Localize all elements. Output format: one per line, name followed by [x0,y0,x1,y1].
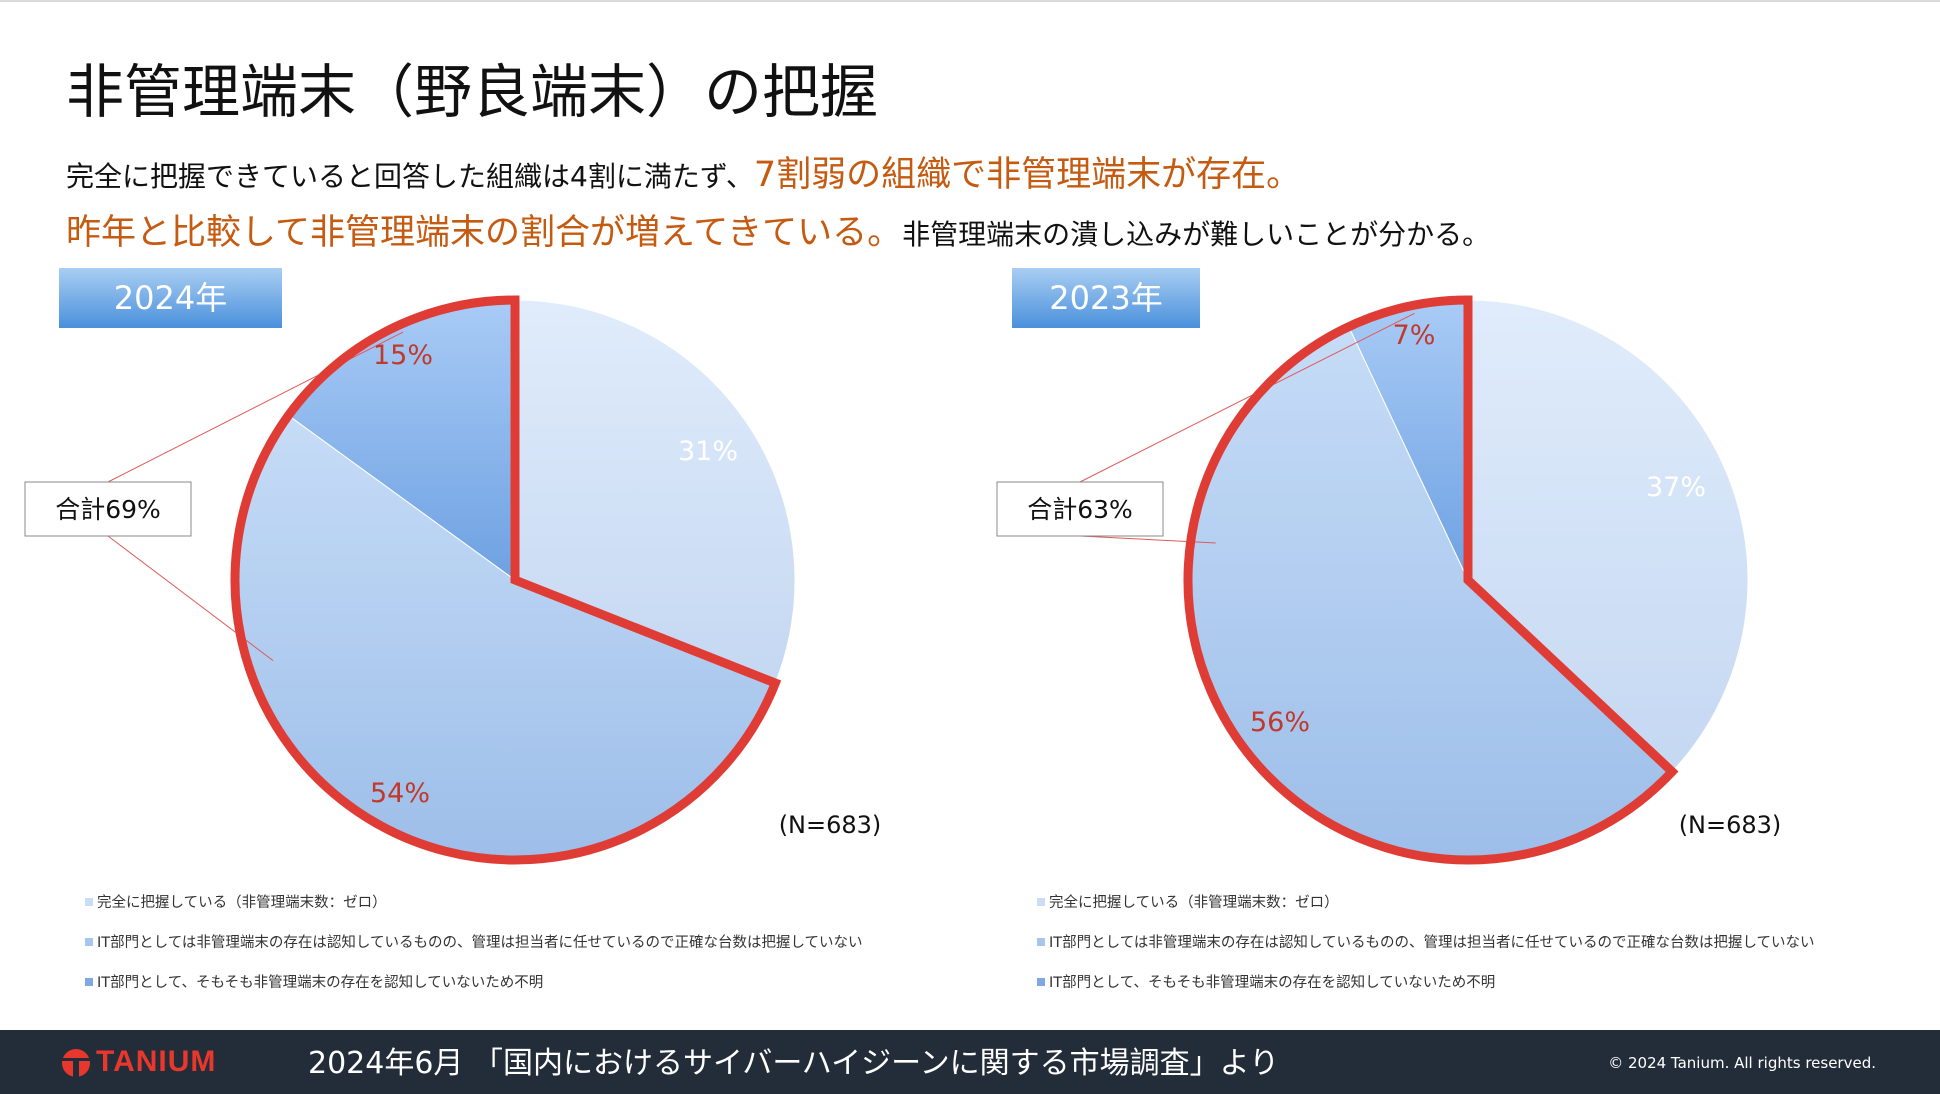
legend-label: 完全に把握している（非管理端末数：ゼロ） [97,893,387,911]
year-badge-2024: 2024年 [59,268,282,328]
legend-label: IT部門としては非管理端末の存在は認知しているものの、管理は担当者に任せているの… [97,934,863,951]
legend-swatch [1037,978,1045,986]
tanium-logo-text: TANIUM [96,1045,217,1078]
tanium-logo-icon [60,1049,92,1077]
top-divider [0,0,1940,2]
legend-swatch [85,898,93,906]
total-callout-box [24,481,192,537]
total-callout-box [996,481,1164,537]
slice-value-label: 7% [1393,320,1436,351]
pie-slice [514,299,796,684]
total-callout-label: 合計69% [55,495,161,524]
total-callout-label: 合計63% [1027,495,1133,524]
subtitle-normal-text: 完全に把握できていると回答した組織は4割に満たず、 [66,160,754,193]
subtitle-highlight-text: 昨年と比較して非管理端末の割合が増えてきている。 [66,213,903,253]
legend-swatch [1037,898,1045,906]
year-badge-2023: 2023年 [1012,268,1200,328]
legend-label: IT部門としては非管理端末の存在は認知しているものの、管理は担当者に任せているの… [1049,934,1815,951]
highlight-outline [1183,295,1679,865]
subtitle-line-1: 完全に把握できていると回答した組織は4割に満たず、7割弱の組織で非管理端末が存在… [66,146,1301,197]
slice-value-label: 15% [373,340,433,371]
legend-swatch [85,978,93,986]
footer-bar: TANIUM 2024年6月 「国内におけるサイバーハイジーンに関する市場調査」… [0,1030,1940,1094]
slice-value-label: 54% [370,778,430,809]
sample-size-label: (N=683) [779,811,882,839]
legend-label: IT部門として、そもそも非管理端末の存在を認知していないため不明 [97,974,543,991]
page-title: 非管理端末（野良端末）の把握 [66,58,879,126]
legend-label: 完全に把握している（非管理端末数：ゼロ） [1049,893,1339,911]
subtitle-line-2: 昨年と比較して非管理端末の割合が増えてきている。非管理端末の潰し込みが難しいこと… [66,204,1490,255]
source-note: 2024年6月 「国内におけるサイバーハイジーンに関する市場調査」より [308,1046,1280,1081]
pie-chart-2023: 37% 56% 7% 合計63% (N=683) 完全に把握している（非管理端末数：ゼロ）… [996,295,1815,991]
slice-value-label: 37% [1646,472,1706,503]
subtitle-normal-text: 非管理端末の潰し込みが難しいことが分かる。 [902,218,1491,251]
legend-swatch [85,938,93,946]
slice-value-label: 56% [1250,707,1310,738]
pie-slice [1467,299,1749,773]
callout-line [1079,312,1415,483]
slice-value-label: 31% [678,436,738,467]
legend-swatch [1037,938,1045,946]
highlight-outline [230,295,782,865]
callout-line [107,331,404,483]
sample-size-label: (N=683) [1679,811,1782,839]
subtitle-highlight-text: 7割弱の組織で非管理端末が存在。 [753,155,1302,195]
legend-label: IT部門として、そもそも非管理端末の存在を認知していないため不明 [1049,974,1495,991]
pie-chart-2024: 31% 54% 15% 合計69% (N=683) 完全に把握している（非管理端末数：ゼロ… [24,295,882,991]
copyright: © 2024 Tanium. All rights reserved. [1608,1054,1876,1072]
tanium-logo: TANIUM [60,1042,262,1082]
